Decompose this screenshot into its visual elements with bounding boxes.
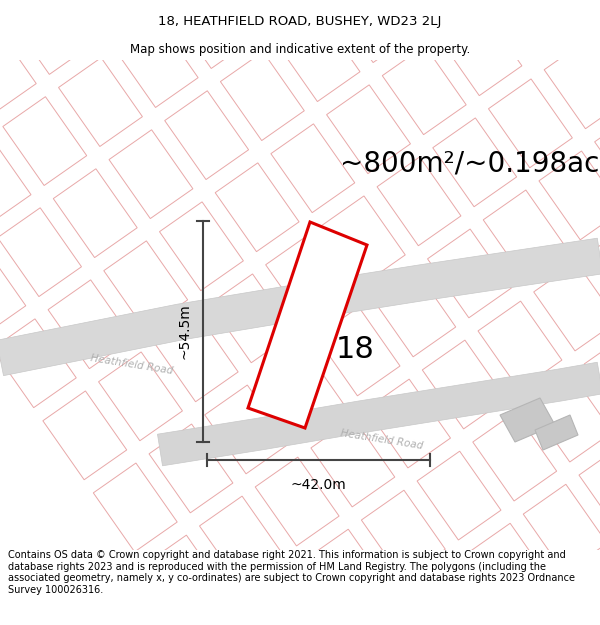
Polygon shape xyxy=(276,12,360,102)
Polygon shape xyxy=(467,523,551,612)
Text: ~42.0m: ~42.0m xyxy=(290,478,346,492)
Polygon shape xyxy=(535,415,578,450)
Polygon shape xyxy=(43,391,127,480)
Polygon shape xyxy=(59,58,142,146)
Polygon shape xyxy=(0,136,31,224)
Text: Map shows position and indicative extent of the property.: Map shows position and indicative extent… xyxy=(130,43,470,56)
Polygon shape xyxy=(271,124,355,212)
Polygon shape xyxy=(574,556,600,625)
Polygon shape xyxy=(382,46,466,134)
Polygon shape xyxy=(215,163,299,252)
Polygon shape xyxy=(144,535,227,624)
Polygon shape xyxy=(579,445,600,534)
Polygon shape xyxy=(0,238,600,376)
Polygon shape xyxy=(104,241,188,329)
Polygon shape xyxy=(53,169,137,258)
Polygon shape xyxy=(260,346,344,435)
Polygon shape xyxy=(584,334,600,423)
Polygon shape xyxy=(154,313,238,402)
Polygon shape xyxy=(332,0,416,62)
Polygon shape xyxy=(226,0,310,29)
Polygon shape xyxy=(109,130,193,219)
Polygon shape xyxy=(170,0,254,69)
Polygon shape xyxy=(199,496,283,585)
Polygon shape xyxy=(0,208,82,297)
Text: 18, HEATHFIELD ROAD, BUSHEY, WD23 2LJ: 18, HEATHFIELD ROAD, BUSHEY, WD23 2LJ xyxy=(158,15,442,28)
Polygon shape xyxy=(0,247,26,336)
Polygon shape xyxy=(417,451,501,540)
Polygon shape xyxy=(494,0,578,57)
Polygon shape xyxy=(220,52,304,141)
Text: Contains OS data © Crown copyright and database right 2021. This information is : Contains OS data © Crown copyright and d… xyxy=(8,550,575,595)
Polygon shape xyxy=(255,457,339,546)
Polygon shape xyxy=(595,112,600,201)
Polygon shape xyxy=(412,562,496,625)
Text: 18: 18 xyxy=(335,336,374,364)
Polygon shape xyxy=(64,0,148,36)
Polygon shape xyxy=(94,463,177,552)
Polygon shape xyxy=(305,529,389,618)
Polygon shape xyxy=(361,490,445,579)
Polygon shape xyxy=(377,157,461,246)
Polygon shape xyxy=(48,280,132,369)
Polygon shape xyxy=(367,379,451,468)
Polygon shape xyxy=(3,97,87,186)
Polygon shape xyxy=(157,362,600,466)
Polygon shape xyxy=(500,398,555,442)
Polygon shape xyxy=(433,118,517,207)
Polygon shape xyxy=(266,235,350,324)
Polygon shape xyxy=(149,424,233,513)
Polygon shape xyxy=(529,373,600,462)
Polygon shape xyxy=(589,223,600,312)
Polygon shape xyxy=(316,307,400,396)
Polygon shape xyxy=(544,40,600,129)
Polygon shape xyxy=(248,222,367,428)
Polygon shape xyxy=(428,229,511,318)
Polygon shape xyxy=(438,7,522,96)
Polygon shape xyxy=(488,79,572,168)
Polygon shape xyxy=(326,85,410,174)
Polygon shape xyxy=(322,196,405,285)
Polygon shape xyxy=(534,262,600,351)
Text: ~54.5m: ~54.5m xyxy=(178,303,192,359)
Polygon shape xyxy=(205,385,289,474)
Polygon shape xyxy=(250,568,334,625)
Text: Heathfield Road: Heathfield Road xyxy=(340,429,424,451)
Polygon shape xyxy=(160,202,244,291)
Text: ~800m²/~0.198ac.: ~800m²/~0.198ac. xyxy=(340,149,600,177)
Polygon shape xyxy=(210,274,294,362)
Polygon shape xyxy=(98,352,182,441)
Polygon shape xyxy=(0,24,36,113)
Polygon shape xyxy=(114,19,198,107)
Text: Heathfield Road: Heathfield Road xyxy=(90,354,174,376)
Polygon shape xyxy=(372,268,456,357)
Polygon shape xyxy=(422,340,506,429)
Polygon shape xyxy=(0,319,76,408)
Polygon shape xyxy=(311,418,395,507)
Polygon shape xyxy=(478,301,562,390)
Polygon shape xyxy=(473,412,557,501)
Polygon shape xyxy=(165,91,248,179)
Polygon shape xyxy=(539,151,600,240)
Polygon shape xyxy=(483,190,567,279)
Polygon shape xyxy=(523,484,600,573)
Polygon shape xyxy=(8,0,92,74)
